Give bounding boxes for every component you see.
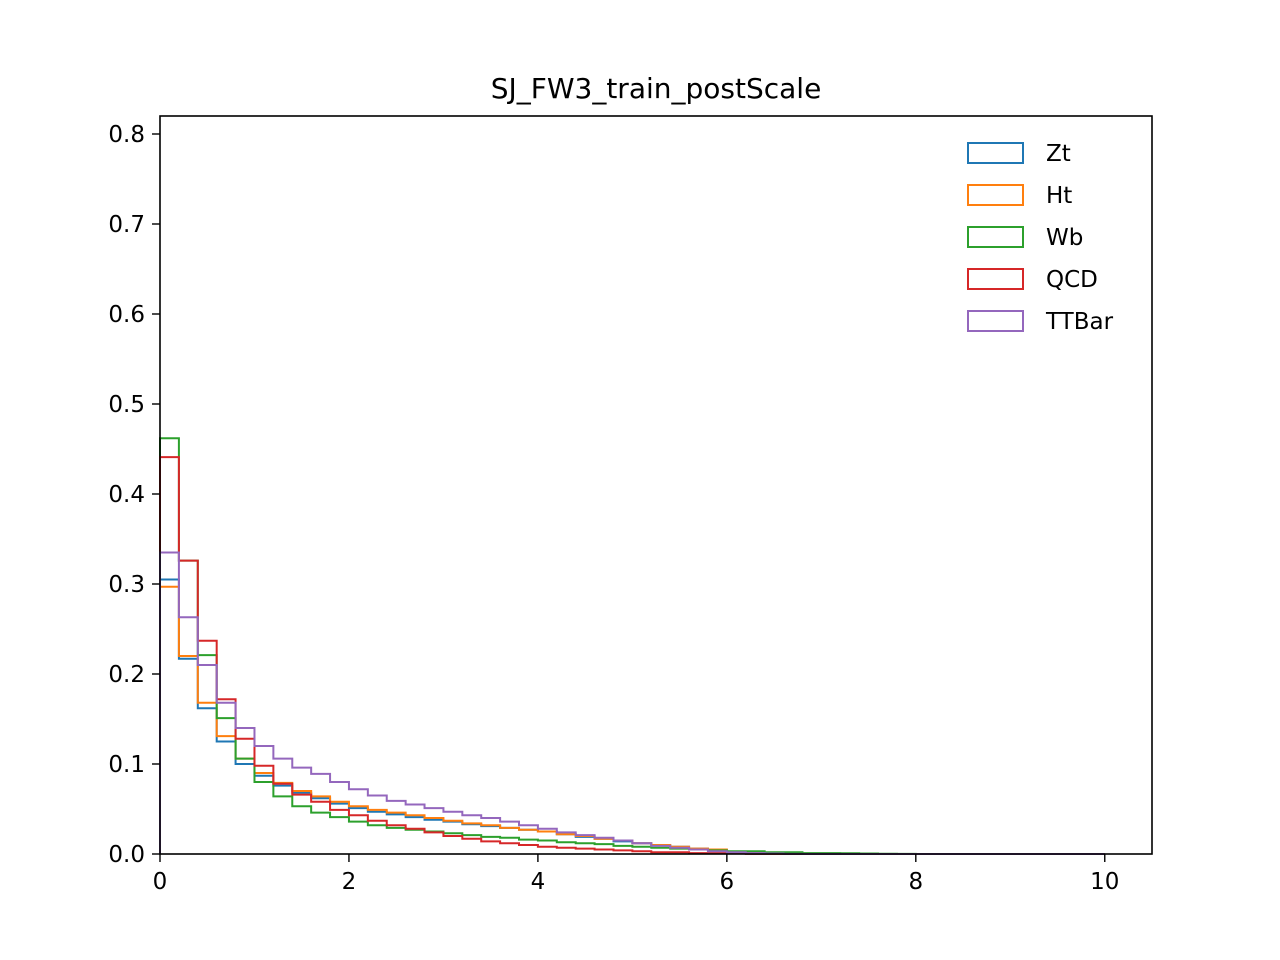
x-tick-label: 10 (1090, 869, 1119, 895)
y-tick-label: 0.0 (108, 842, 145, 868)
y-tick-label: 0.2 (108, 662, 145, 688)
axis-layer: 0 2 4 6 8 10 0.0 0.1 0.2 0.3 0.4 0.5 0.6 0.7 0.8 (108, 122, 1119, 895)
y-tick-label: 0.1 (108, 752, 145, 778)
x-tick-label: 6 (720, 869, 735, 895)
legend-label-ht: Ht (1046, 183, 1072, 209)
legend-swatch-zt (967, 142, 1024, 164)
x-tick-label: 2 (342, 869, 357, 895)
plot-frame (159, 115, 1153, 855)
x-tick-label: 8 (908, 869, 923, 895)
y-tick-label: 0.6 (108, 302, 145, 328)
y-tick-label: 0.8 (108, 122, 145, 148)
x-tick-label: 4 (531, 869, 546, 895)
legend: Zt Ht Wb QCD TTBar (967, 141, 1114, 335)
legend-label-zt: Zt (1046, 141, 1071, 167)
legend-label-qcd: QCD (1046, 267, 1098, 293)
legend-label-ttbar: TTBar (1045, 309, 1114, 335)
legend-swatch-ht (967, 184, 1024, 206)
y-tick-label: 0.5 (108, 392, 145, 418)
legend-label-wb: Wb (1046, 225, 1083, 251)
y-tick-label: 0.3 (108, 572, 145, 598)
legend-swatch-wb (967, 226, 1024, 248)
legend-swatch-qcd (967, 268, 1024, 290)
chart-title: SJ_FW3_train_postScale (491, 72, 822, 105)
y-tick-label: 0.4 (108, 482, 145, 508)
legend-swatch-ttbar (967, 310, 1024, 332)
y-tick-label: 0.7 (108, 212, 145, 238)
x-tick-label: 0 (153, 869, 168, 895)
